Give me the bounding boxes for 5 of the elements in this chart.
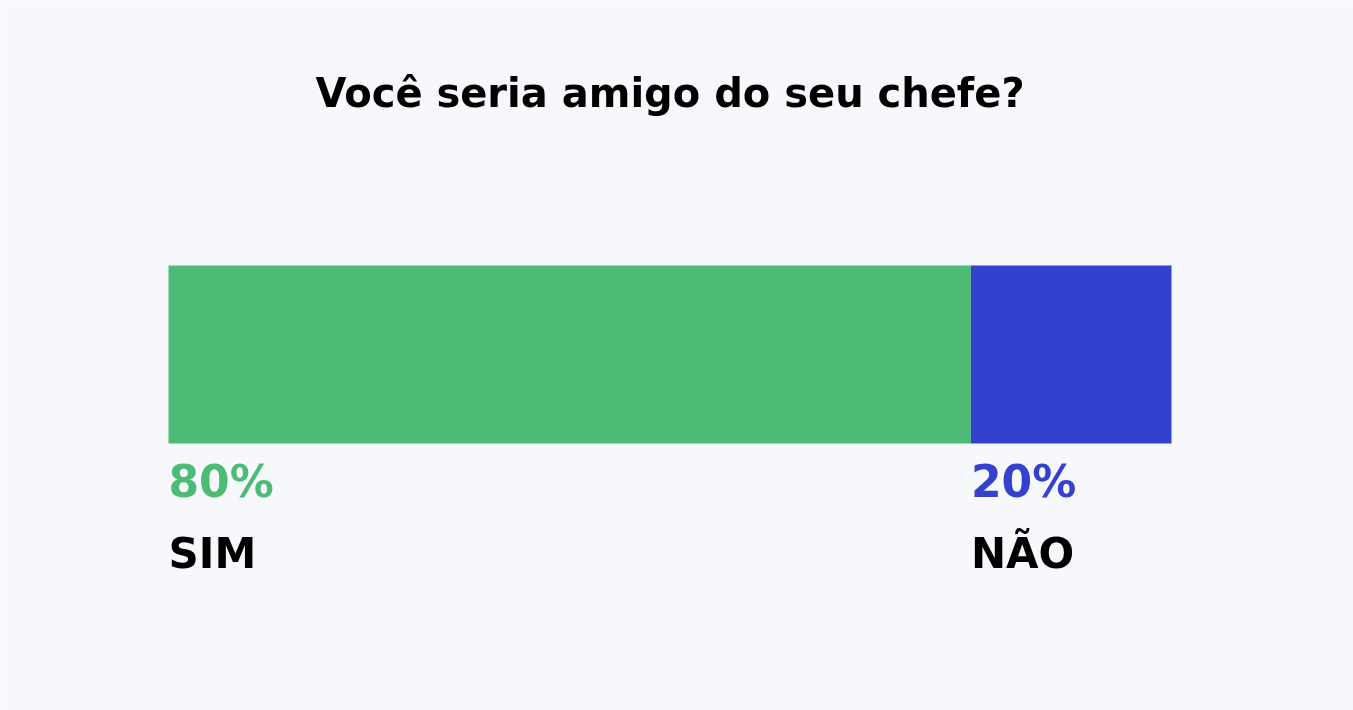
data-label: 80% [168, 455, 274, 507]
text: SIM [168, 529, 257, 579]
text: NÃO [970, 528, 1075, 579]
chart-title: Você seria amigo do seu chefe? [315, 69, 1025, 116]
data-label: 20% [970, 455, 1077, 507]
